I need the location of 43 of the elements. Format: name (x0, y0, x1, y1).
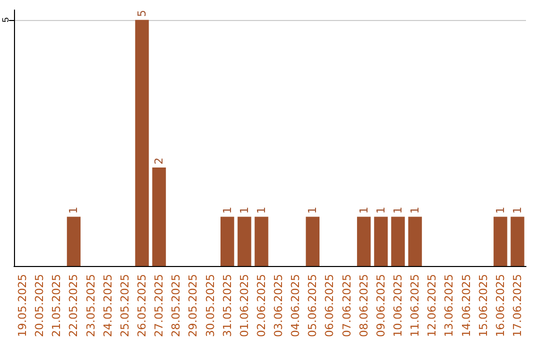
x-tick-label: 20.05.2025 (33, 274, 46, 338)
x-tick-label: 24.05.2025 (101, 274, 114, 338)
x-tick-label: 13.06.2025 (442, 274, 456, 338)
x-tick-label: 16.06.2025 (494, 274, 507, 338)
x-tick-label: 27.05.2025 (152, 274, 166, 338)
x-tick-label: 11.06.2025 (408, 274, 422, 338)
data-label: 1 (67, 206, 80, 214)
data-label: 1 (357, 206, 370, 214)
x-tick-label: 25.05.2025 (118, 274, 132, 338)
data-label: 2 (152, 158, 166, 165)
x-tick-label: 03.06.2025 (272, 274, 286, 338)
data-label: 5 (136, 10, 148, 17)
data-label: 1 (510, 206, 524, 214)
x-tick-label: 08.06.2025 (357, 274, 370, 338)
data-label: 1 (254, 206, 268, 214)
x-tick-label: 17.06.2025 (510, 274, 524, 338)
x-tick-label: 21.05.2025 (50, 274, 64, 338)
x-tick-label: 31.05.2025 (220, 274, 234, 338)
data-label: 1 (220, 206, 234, 214)
x-tick-label: 09.06.2025 (374, 274, 388, 338)
x-tick-label: 23.05.2025 (84, 274, 98, 338)
x-tick-label: 10.06.2025 (392, 274, 404, 338)
data-label: 1 (306, 206, 320, 214)
data-label: 1 (494, 206, 507, 214)
x-tick-label: 28.05.2025 (170, 274, 183, 338)
x-tick-label: 02.06.2025 (254, 274, 268, 338)
x-tick-label: 26.05.2025 (136, 274, 148, 338)
x-tick-label: 01.06.2025 (238, 274, 251, 338)
x-tick-label: 06.06.2025 (323, 274, 336, 338)
x-tick-label: 19.05.2025 (16, 274, 30, 338)
x-tick-label: 30.05.2025 (204, 274, 217, 338)
x-tick-label: 14.06.2025 (460, 274, 473, 338)
x-tick-label: 12.06.2025 (426, 274, 439, 338)
x-tick-label: 04.06.2025 (289, 274, 302, 338)
data-label: 1 (392, 206, 404, 214)
x-tick-label: 15.06.2025 (476, 274, 490, 338)
x-tick-label: 07.06.2025 (340, 274, 354, 338)
data-label: 1 (238, 206, 251, 214)
x-tick-label: 29.05.2025 (186, 274, 200, 338)
x-tick-label: 22.05.2025 (67, 274, 80, 338)
data-label: 1 (374, 206, 388, 214)
data-label: 1 (408, 206, 422, 214)
x-tick-label: 05.06.2025 (306, 274, 320, 338)
